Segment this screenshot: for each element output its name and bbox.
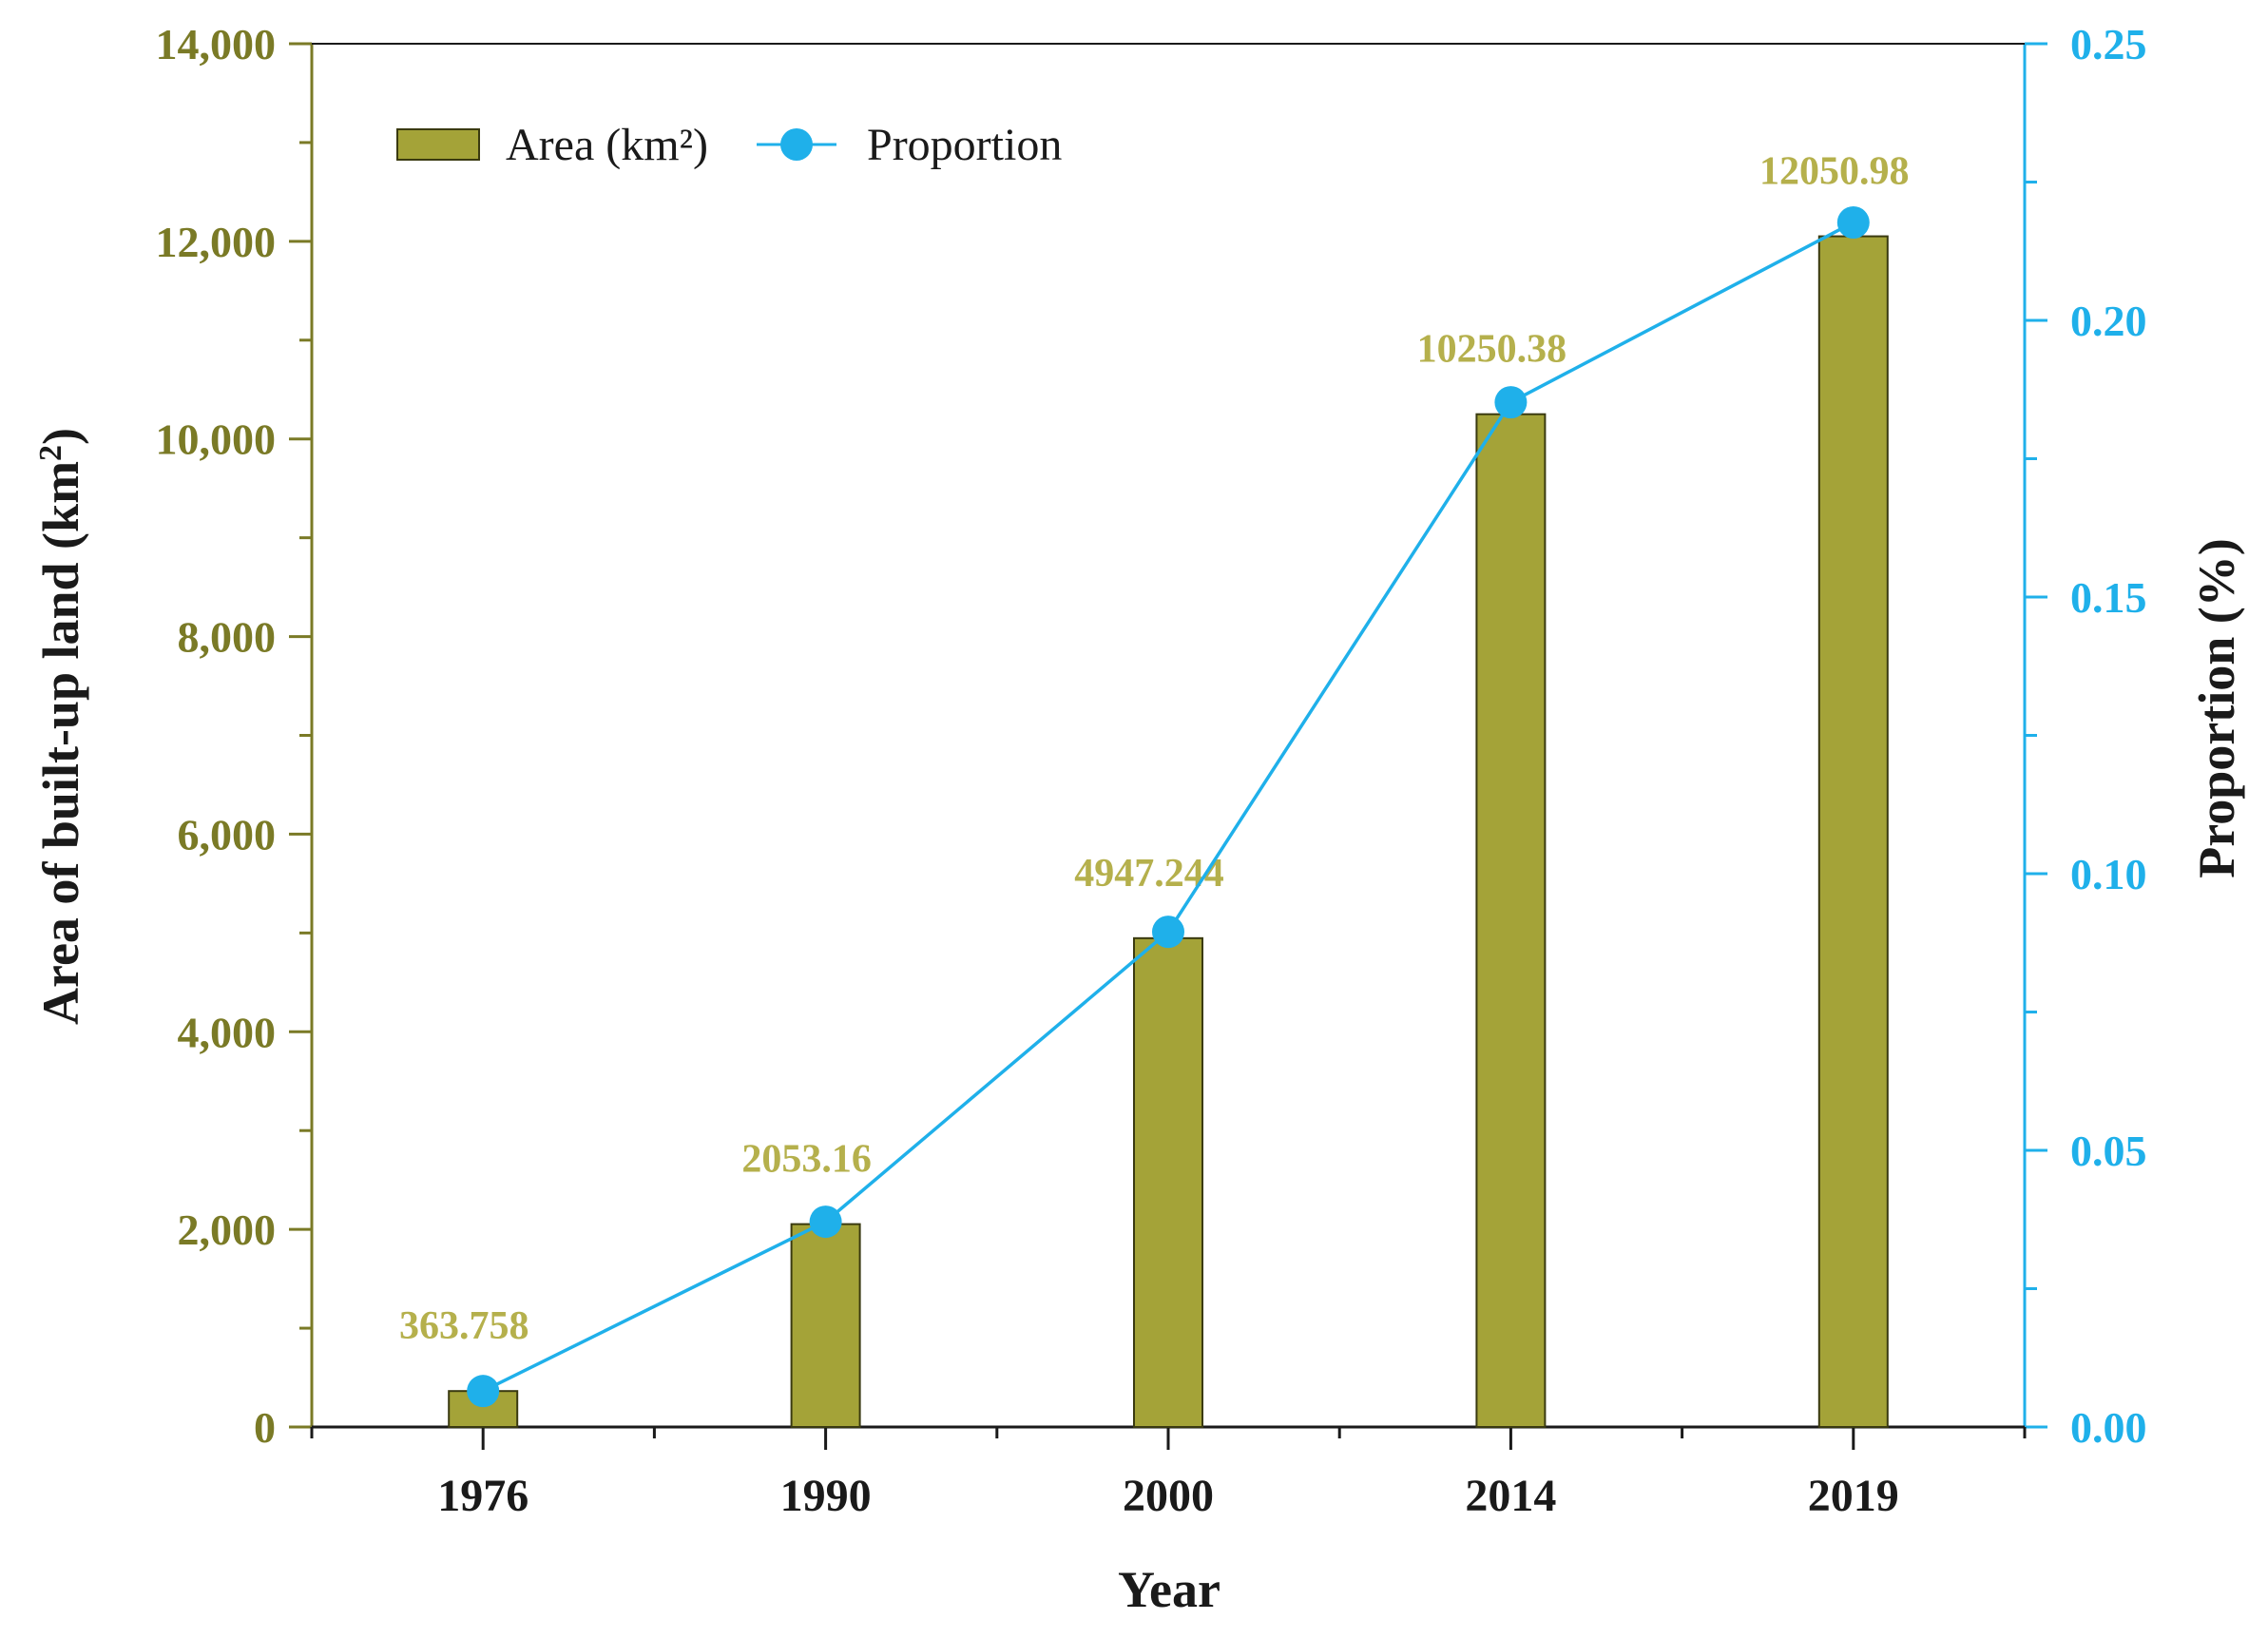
- x-tick-label: 1990: [780, 1471, 872, 1521]
- bar-data-label-2014: 10250.38: [1417, 328, 1567, 372]
- left-tick-label: 12,000: [156, 218, 277, 266]
- bar-data-label-1990: 2053.16: [741, 1138, 872, 1182]
- proportion-point-2014: [1494, 386, 1528, 419]
- left-tick-label: 2,000: [178, 1205, 277, 1254]
- left-tick-label: 0: [254, 1403, 276, 1452]
- left-tick-label: 14,000: [156, 20, 277, 68]
- proportion-point-2000: [1152, 916, 1184, 949]
- proportion-point-1990: [809, 1205, 842, 1239]
- right-tick-label: 0.25: [2070, 20, 2147, 68]
- right-tick-label: 0.10: [2070, 850, 2147, 898]
- x-axis-title: Year: [1118, 1561, 1220, 1618]
- x-tick-label: 1976: [437, 1471, 529, 1521]
- left-tick-label: 4,000: [178, 1008, 277, 1056]
- left-y-axis-title-sup: 2: [33, 445, 68, 461]
- left-tick-label: 10,000: [156, 415, 277, 464]
- line-layer: [467, 205, 1870, 1408]
- axes-layer: [289, 42, 2047, 1450]
- x-tick-label: 2014: [1465, 1471, 1556, 1521]
- bar-1990: [790, 1223, 861, 1429]
- right-tick-label: 0.15: [2070, 573, 2147, 622]
- bars-layer: [448, 235, 1889, 1429]
- x-tick-label: 2019: [1808, 1471, 1899, 1521]
- proportion-point-1976: [467, 1375, 500, 1408]
- legend-area-label: Area (km²): [506, 120, 708, 170]
- left-y-axis-title-main: Area of built-up land (km: [32, 461, 89, 1025]
- right-tick-label: 0.05: [2070, 1127, 2147, 1175]
- bar-data-label-2019: 12050.98: [1759, 150, 1910, 194]
- left-tick-label: 6,000: [178, 810, 277, 858]
- right-tick-label: 0.20: [2070, 297, 2147, 345]
- legend: Area (km²) Proportion: [396, 120, 1062, 170]
- bar-data-label-1976: 363.758: [399, 1304, 529, 1348]
- bar-2014: [1475, 413, 1547, 1429]
- left-y-axis-title: Area of built-up land (km2): [32, 428, 89, 1025]
- bar-2019: [1817, 235, 1889, 1429]
- proportion-point-2019: [1836, 205, 1870, 239]
- left-tick-label: 8,000: [178, 613, 277, 662]
- bar-data-label-2000: 4947.244: [1074, 852, 1224, 896]
- right-tick-label: 0.00: [2070, 1403, 2147, 1452]
- right-y-axis-title: Proportion (%): [2188, 538, 2245, 877]
- legend-proportion-marker: [780, 128, 813, 161]
- left-y-axis-title-end: ): [32, 428, 89, 445]
- legend-area-swatch: [396, 128, 480, 161]
- ticks-layer: 0 2,000 4,000 6,000 8,000 10,000 12,000 14,000 0…: [156, 20, 2147, 1521]
- x-tick-label: 2000: [1123, 1471, 1214, 1521]
- bar-2000: [1133, 936, 1203, 1428]
- legend-proportion-label: Proportion: [867, 120, 1062, 170]
- bar-labels-layer: 363.758 2053.16 4947.244 10250.38 12050.98: [399, 150, 1910, 1349]
